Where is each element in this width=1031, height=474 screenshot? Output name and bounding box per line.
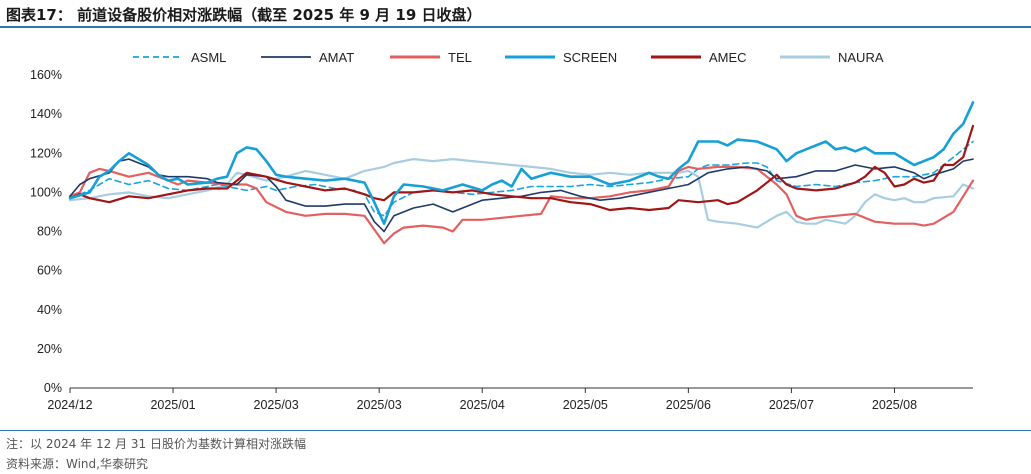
x-tick-label: 2025/04 bbox=[460, 398, 505, 412]
y-tick-label: 80% bbox=[37, 225, 62, 239]
x-tick-label: 2025/06 bbox=[666, 398, 711, 412]
x-tick-label: 2025/05 bbox=[563, 398, 608, 412]
x-tick-label: 2025/03 bbox=[357, 398, 402, 412]
legend-label-naura: NAURA bbox=[838, 50, 884, 65]
title-divider bbox=[0, 26, 1031, 28]
chart-legend: ASML AMAT TEL SCREEN AMEC NAURA bbox=[133, 50, 884, 65]
y-tick-label: 120% bbox=[30, 146, 62, 160]
series-line-naura bbox=[68, 158, 975, 229]
y-tick-label: 20% bbox=[37, 342, 62, 356]
y-tick-label: 100% bbox=[30, 185, 62, 199]
series-line-amec bbox=[68, 124, 975, 212]
series-line-screen bbox=[68, 101, 975, 225]
legend-label-amec: AMEC bbox=[709, 50, 747, 65]
y-tick-label: 160% bbox=[30, 68, 62, 82]
y-tick-label: 0% bbox=[44, 381, 62, 395]
y-tick-label: 60% bbox=[37, 264, 62, 278]
x-tick-label: 2025/01 bbox=[150, 398, 195, 412]
y-axis: 0% 20% 40% 60% 80% 100% 120% 140% 160% bbox=[30, 68, 62, 395]
y-tick-label: 140% bbox=[30, 107, 62, 121]
series-line-tel bbox=[68, 165, 975, 245]
x-tick-label: 2025/03 bbox=[254, 398, 299, 412]
x-axis: 2024/12 2025/01 2025/03 2025/03 2025/04 2025/… bbox=[47, 387, 973, 412]
x-tick-label: 2024/12 bbox=[47, 398, 92, 412]
footer-divider bbox=[0, 430, 1031, 431]
x-tick-label: 2025/07 bbox=[769, 398, 814, 412]
footnote: 注：以 2024 年 12 月 31 日股价为基数计算相对涨跌幅 bbox=[6, 437, 306, 451]
series-line-asml bbox=[69, 140, 974, 217]
legend-label-amat: AMAT bbox=[319, 50, 354, 65]
x-tick-label: 2025/08 bbox=[872, 398, 917, 412]
chart-title: 图表17： 前道设备股价相对涨跌幅（截至 2025 年 9 月 19 日收盘） bbox=[6, 6, 482, 24]
series-line-amat bbox=[69, 158, 974, 233]
legend-label-asml: ASML bbox=[191, 50, 226, 65]
legend-label-tel: TEL bbox=[448, 50, 472, 65]
y-tick-label: 40% bbox=[37, 303, 62, 317]
series-lines bbox=[68, 101, 975, 245]
source-note: 资料来源：Wind,华泰研究 bbox=[6, 457, 148, 471]
legend-label-screen: SCREEN bbox=[563, 50, 617, 65]
